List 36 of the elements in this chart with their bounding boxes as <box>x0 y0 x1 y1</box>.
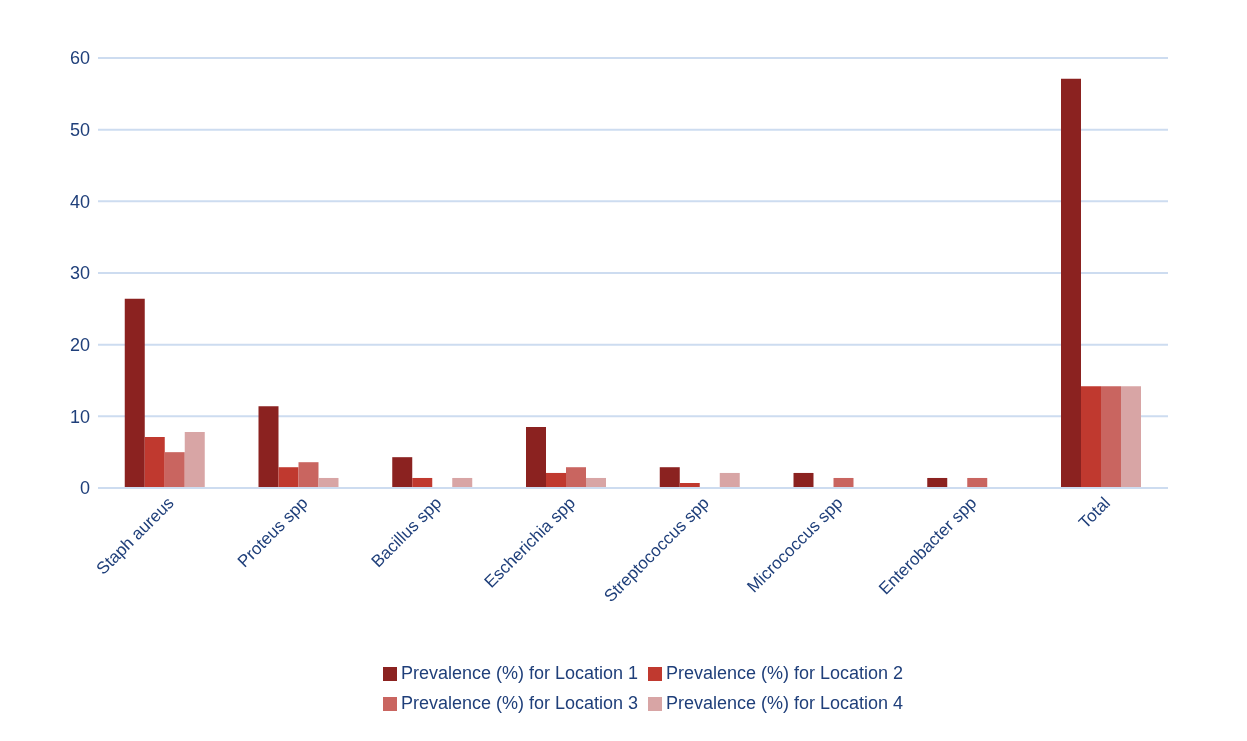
bar <box>164 452 185 488</box>
bar <box>659 467 680 488</box>
y-tick-label: 40 <box>69 191 90 212</box>
bar <box>566 467 586 488</box>
bar <box>452 477 473 488</box>
y-tick-label: 20 <box>69 335 90 356</box>
y-tick-label: 60 <box>69 48 90 69</box>
bar <box>258 406 279 488</box>
bar <box>412 477 433 488</box>
bar <box>144 437 165 488</box>
bar <box>392 457 413 488</box>
y-tick-label: 30 <box>69 263 90 284</box>
bar <box>184 432 205 488</box>
y-tick-label: 10 <box>69 406 90 427</box>
bar <box>124 298 145 488</box>
bar <box>526 427 546 488</box>
legend-label: Prevalence (%) for Location 4 <box>666 693 904 713</box>
bar <box>586 477 606 488</box>
bar <box>318 477 339 488</box>
bar <box>546 472 566 488</box>
y-tick-label: 0 <box>79 478 90 499</box>
bar <box>719 472 740 488</box>
bar <box>298 462 319 488</box>
bar <box>1061 78 1081 488</box>
bar <box>1121 386 1141 488</box>
y-tick-label: 50 <box>69 120 90 141</box>
bar <box>967 477 988 488</box>
legend-label: Prevalence (%) for Location 3 <box>400 693 638 713</box>
legend-label: Prevalence (%) for Location 1 <box>400 663 638 683</box>
legend-label: Prevalence (%) for Location 2 <box>666 663 904 683</box>
bar <box>793 472 814 488</box>
bar <box>1101 386 1121 488</box>
bar <box>927 477 948 488</box>
bar <box>833 477 854 488</box>
bar <box>1081 386 1101 488</box>
bar <box>278 467 299 488</box>
